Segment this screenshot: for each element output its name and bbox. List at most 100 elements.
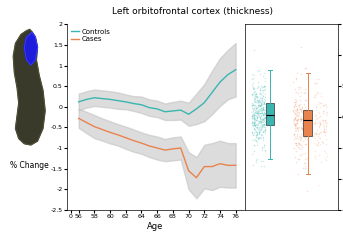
- Point: [250, 103, 256, 107]
- Point: [262, 120, 268, 124]
- Point: [295, 85, 300, 89]
- Point: [255, 109, 261, 113]
- Point: [294, 119, 299, 122]
- Point: [303, 157, 308, 161]
- Point: [259, 106, 265, 110]
- Point: [316, 100, 321, 104]
- Point: [255, 105, 260, 109]
- Point: [311, 132, 317, 136]
- Point: [258, 111, 264, 115]
- Controls: [171, 110, 175, 112]
- Point: [318, 130, 323, 134]
- Point: [294, 143, 299, 147]
- Point: [262, 112, 268, 116]
- Point: [302, 115, 308, 119]
- Point: [293, 114, 299, 118]
- Point: [262, 112, 268, 116]
- Point: [252, 112, 257, 116]
- Point: [320, 142, 326, 145]
- Point: [303, 98, 308, 102]
- Point: [261, 100, 267, 104]
- Point: [303, 128, 309, 132]
- Point: [256, 131, 262, 134]
- Point: [316, 102, 321, 106]
- Point: [323, 156, 328, 160]
- Point: [320, 129, 326, 133]
- Point: [314, 116, 320, 120]
- Point: [312, 93, 318, 97]
- Point: [302, 164, 307, 168]
- Point: [259, 93, 264, 97]
- Point: [257, 104, 262, 108]
- Point: [303, 142, 308, 146]
- Point: [249, 152, 255, 156]
- Point: [259, 126, 264, 130]
- Line: Controls: Controls: [79, 70, 236, 114]
- Cases: [116, 133, 120, 136]
- Point: [300, 166, 306, 170]
- Controls: [179, 109, 183, 112]
- Point: [296, 146, 302, 150]
- Point: [255, 111, 260, 115]
- Point: [292, 141, 298, 145]
- Point: [261, 71, 267, 75]
- Point: [304, 156, 309, 160]
- Point: [250, 121, 255, 125]
- Point: [258, 104, 263, 108]
- Point: [291, 100, 297, 104]
- Point: [294, 108, 299, 112]
- Point: [321, 121, 326, 125]
- Point: [261, 129, 267, 132]
- Point: [253, 135, 259, 139]
- Point: [251, 106, 256, 110]
- Point: [301, 135, 307, 139]
- Point: [292, 132, 297, 136]
- Point: [260, 129, 265, 133]
- Point: [294, 107, 299, 111]
- Point: [253, 160, 259, 164]
- Point: [296, 135, 301, 139]
- Point: [293, 98, 298, 102]
- Point: [262, 76, 267, 80]
- Point: [261, 84, 267, 88]
- Point: [258, 103, 263, 107]
- Point: [254, 95, 260, 99]
- Point: [301, 108, 307, 112]
- Point: [260, 118, 265, 122]
- Point: [251, 122, 257, 126]
- Point: [262, 105, 268, 109]
- Point: [254, 95, 260, 99]
- Point: [255, 85, 260, 89]
- Point: [254, 118, 259, 122]
- Point: [317, 136, 322, 140]
- Cases: [187, 169, 191, 172]
- Point: [322, 118, 328, 122]
- Point: [257, 86, 263, 90]
- Point: [253, 94, 259, 98]
- Point: [260, 135, 266, 139]
- Point: [252, 99, 258, 102]
- Point: [296, 91, 301, 95]
- Point: [323, 111, 328, 115]
- Point: [255, 119, 261, 123]
- Point: [261, 107, 266, 111]
- Point: [318, 122, 323, 126]
- Point: [255, 122, 260, 126]
- Point: [303, 107, 309, 111]
- Point: [259, 125, 264, 129]
- Point: [250, 83, 255, 87]
- Point: [262, 108, 268, 112]
- Point: [259, 145, 265, 149]
- Point: [295, 107, 300, 111]
- Point: [300, 139, 306, 143]
- Point: [303, 112, 308, 116]
- Point: [254, 112, 260, 115]
- Point: [253, 91, 259, 95]
- Point: [299, 117, 305, 121]
- Point: [257, 135, 263, 139]
- Point: [255, 143, 260, 147]
- Point: [252, 94, 258, 98]
- Point: [299, 121, 305, 125]
- Point: [254, 130, 259, 133]
- Point: [311, 130, 317, 134]
